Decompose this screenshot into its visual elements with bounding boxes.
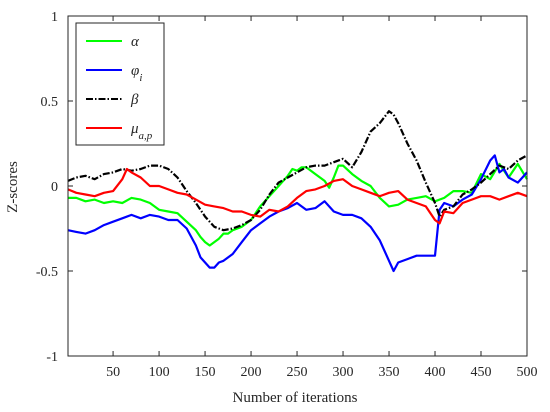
y-tick-label: 0 <box>51 180 58 195</box>
legend-symbol: μ <box>130 121 139 137</box>
legend-label-phi: φi <box>131 63 142 84</box>
tick-layer: 50 100 150 200 250 300 350 400 450 500 -1 -0.5 0 0.5 1 <box>36 10 538 380</box>
legend-label-alpha: α <box>131 34 140 50</box>
x-tick-label: 350 <box>379 365 400 380</box>
legend-label-mu: μa,p <box>130 121 153 142</box>
y-tick-label: -0.5 <box>36 265 58 280</box>
legend-symbol: α <box>131 34 140 50</box>
x-tick-label: 100 <box>149 365 170 380</box>
y-tick-label: -1 <box>46 350 58 365</box>
x-axis-label: Number of iterations <box>233 390 358 406</box>
x-tick-label: 500 <box>517 365 538 380</box>
x-tick-label: 400 <box>425 365 446 380</box>
x-tick-label: 150 <box>195 365 216 380</box>
legend-label-beta: β <box>130 92 139 108</box>
legend-subscript: a,p <box>139 130 153 142</box>
y-tick-label: 0.5 <box>41 95 59 110</box>
series-line-alpha <box>68 162 528 247</box>
y-tick-label: 1 <box>51 10 58 25</box>
legend-symbol: β <box>130 92 139 108</box>
x-tick-label: 50 <box>106 365 120 380</box>
x-tick-label: 450 <box>471 365 492 380</box>
series-layer <box>67 110 528 273</box>
legend-box <box>75 22 165 146</box>
x-tick-label: 200 <box>241 365 262 380</box>
x-tick-label: 300 <box>333 365 354 380</box>
x-tick-label: 250 <box>287 365 308 380</box>
legend-symbol: φ <box>131 63 139 79</box>
series-line-mu <box>67 167 528 225</box>
legend-subscript: i <box>139 72 142 84</box>
y-axis-label: Z-scores <box>5 161 21 213</box>
series-line-beta <box>67 110 528 232</box>
